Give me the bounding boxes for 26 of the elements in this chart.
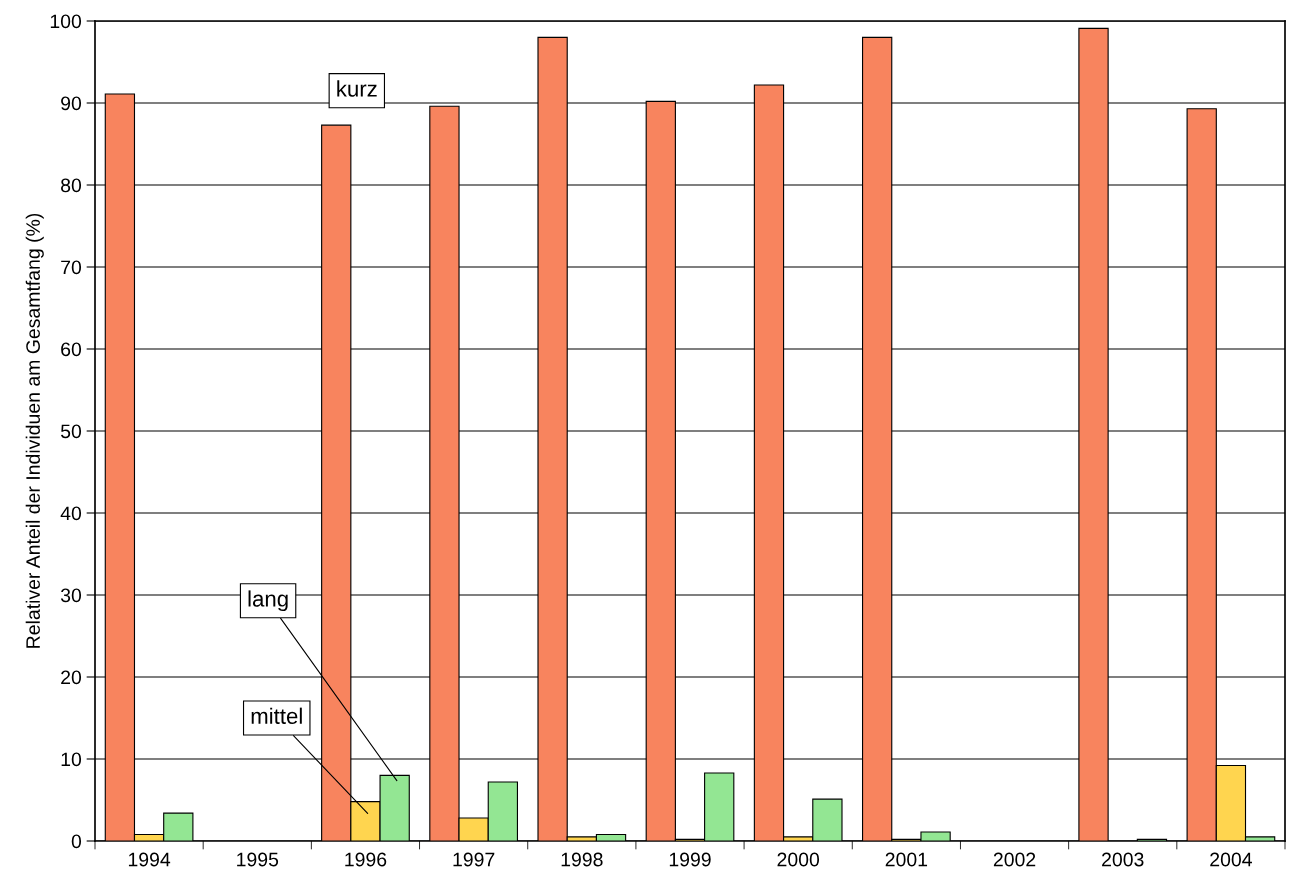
y-tick-label: 0 (71, 834, 82, 849)
x-tick-label: 1995 (237, 852, 279, 867)
y-tick-label: 20 (61, 670, 82, 685)
y-tick-label: 10 (61, 752, 82, 767)
series-label: kurz (337, 80, 377, 97)
y-tick-label: 90 (61, 96, 82, 111)
x-tick-label: 1999 (669, 852, 711, 867)
y-tick-label: 100 (50, 14, 82, 29)
x-tick-label: 2004 (1210, 852, 1252, 867)
x-tick-label: 2002 (993, 852, 1036, 867)
text: lang (248, 590, 288, 612)
y-tick-label: 60 (61, 342, 82, 357)
y-tick-label: 70 (61, 260, 82, 275)
y-tick-label: 30 (60, 588, 82, 603)
x-tick-label: 1994 (128, 852, 171, 867)
y-tick-label: 40 (60, 506, 82, 521)
x-tick-label: 2000 (777, 852, 820, 867)
x-tick-label: 1997 (453, 852, 495, 867)
y-axis-title: Relativer Anteil der Individuen am Gesamtfang (%) (25, 213, 44, 648)
text: mittel (251, 707, 302, 724)
y-tick-label: 50 (60, 424, 82, 439)
x-tick-label: 1998 (561, 852, 603, 867)
x-tick-label: 1996 (345, 852, 387, 867)
x-tick-label: 2003 (1102, 852, 1144, 867)
y-tick-label: 80 (61, 178, 82, 193)
x-tick-label: 2001 (885, 852, 928, 867)
